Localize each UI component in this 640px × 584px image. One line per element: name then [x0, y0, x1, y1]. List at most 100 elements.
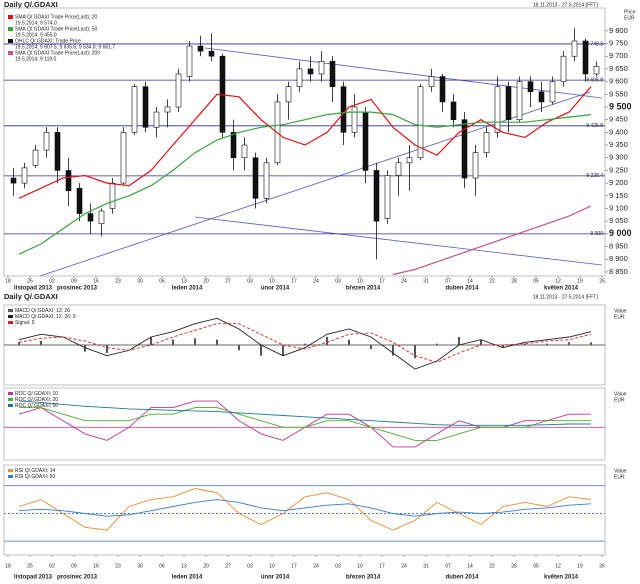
- legend-swatch: [8, 51, 13, 55]
- candle-body: [417, 86, 424, 159]
- candle-body: [384, 175, 391, 219]
- candle-body: [505, 86, 512, 120]
- candle-body: [120, 132, 127, 184]
- legend-swatch: [8, 404, 13, 407]
- plot-frame: [3, 464, 606, 556]
- histogram-bar: [436, 343, 438, 345]
- x-tick-label: 07: [445, 563, 451, 569]
- y-tick-label: 9 350: [609, 140, 628, 149]
- candle-body: [406, 157, 413, 164]
- x-tick-label: 03: [247, 563, 253, 569]
- candle-body: [208, 50, 215, 57]
- x-tick-label: 20: [203, 563, 209, 569]
- indicator-line: [18, 323, 592, 363]
- x-tick-label: 12: [555, 278, 561, 284]
- candle-body: [428, 76, 435, 87]
- candle-body: [186, 45, 193, 77]
- x-tick-label: 25: [27, 278, 33, 284]
- legend-label: ROC Q/.GDAXI; 50: [15, 403, 58, 409]
- histogram-bar: [304, 343, 306, 345]
- x-tick-label: 07: [445, 278, 451, 284]
- y-tick-label: 9 700: [609, 51, 628, 60]
- x-tick-label: 26: [599, 278, 605, 284]
- x-tick-label: 22: [489, 278, 495, 284]
- histogram-bar: [194, 338, 196, 345]
- y-axis-unit: EUR: [624, 15, 635, 21]
- x-tick-label: 10: [269, 278, 275, 284]
- candle-body: [516, 81, 523, 120]
- legend-swatch: [8, 315, 13, 318]
- x-tick-label: 02: [49, 563, 55, 569]
- candle-body: [362, 111, 369, 171]
- y-tick-label: 9 050: [609, 216, 628, 225]
- histogram-bar: [216, 339, 218, 345]
- y-tick-label: 9 750: [609, 39, 628, 48]
- x-tick-label: 03: [247, 278, 253, 284]
- candle-body: [32, 149, 39, 166]
- level-label: 9 228.4: [586, 173, 603, 179]
- x-tick-label: 30: [137, 563, 143, 569]
- legend-detail: 19.5.2014; 9 574.0: [15, 20, 57, 26]
- candle-body: [164, 106, 171, 113]
- y-tick-label: 9 800: [609, 26, 628, 35]
- x-tick-label: 24: [313, 278, 319, 284]
- month-label: únor 2014: [261, 286, 290, 292]
- indicator-line: [18, 400, 591, 426]
- x-tick-label: 24: [313, 563, 319, 569]
- level-label: 9 425.8: [586, 123, 603, 129]
- histogram-bar: [282, 345, 284, 356]
- candle-body: [395, 162, 402, 176]
- y-axis-label: Price: [624, 9, 636, 15]
- candle-body: [54, 132, 61, 171]
- candle-body: [241, 144, 248, 159]
- candle-body: [76, 187, 83, 214]
- candle-body: [527, 81, 534, 93]
- x-tick-label: 10: [269, 563, 275, 569]
- x-tick-label: 06: [159, 278, 165, 284]
- x-tick-label: 28: [511, 278, 517, 284]
- candle-body: [131, 86, 138, 133]
- histogram-bar: [18, 342, 20, 345]
- x-tick-label: 18: [5, 563, 11, 569]
- legend-swatch: [8, 39, 13, 43]
- x-tick-label: 20: [203, 278, 209, 284]
- legend-label: Signal; 9: [15, 320, 35, 326]
- y-axis-unit: EUR: [614, 474, 625, 480]
- histogram-bar: [370, 345, 372, 349]
- x-tick-label: 06: [159, 563, 165, 569]
- legend-label: RSI Q/.GDAXI; 50: [15, 474, 56, 480]
- legend-swatch: [8, 469, 13, 472]
- x-tick-label: 24: [401, 278, 407, 284]
- histogram-bar: [260, 345, 262, 356]
- histogram-bar: [348, 339, 350, 345]
- legend-label: ROC Q/.GDAXI; 10: [15, 391, 58, 397]
- legend-label: SMA Q/.GDAXI Trade Price(Last); 50: [15, 26, 97, 32]
- y-tick-label: 9 250: [609, 165, 628, 174]
- candle-body: [329, 60, 336, 87]
- histogram-bar: [480, 339, 482, 345]
- y-tick-label: 8 900: [609, 254, 628, 263]
- x-tick-label: 23: [115, 563, 121, 569]
- histogram-bar: [392, 345, 394, 356]
- histogram-bar: [150, 337, 152, 345]
- plot-frame: [3, 387, 606, 461]
- y-tick-label: 9 200: [609, 178, 628, 187]
- legend-swatch: [8, 392, 13, 395]
- y-axis-label: Value: [614, 468, 627, 474]
- candle-body: [461, 119, 468, 179]
- legend-label: SMA Q/.GDAXI Trade Price(Last); 200: [15, 50, 100, 56]
- x-tick-label: 26: [599, 563, 605, 569]
- candle-body: [318, 60, 325, 75]
- candle-body: [549, 81, 556, 103]
- candle-body: [142, 86, 149, 128]
- y-tick-label: 9 150: [609, 191, 628, 200]
- x-tick-label: 24: [401, 563, 407, 569]
- indicator-line: [18, 499, 592, 517]
- x-tick-label: 05: [533, 278, 539, 284]
- month-label: prosinec 2013: [57, 286, 98, 292]
- legend-label: SMA Q/.GDAXI Trade Price(Last); 20: [15, 14, 97, 20]
- x-tick-label: 13: [181, 563, 187, 569]
- chart-title: Daily Q/.GDAXI: [4, 0, 58, 9]
- histogram-bar: [40, 341, 42, 345]
- month-label: leden 2014: [172, 286, 203, 292]
